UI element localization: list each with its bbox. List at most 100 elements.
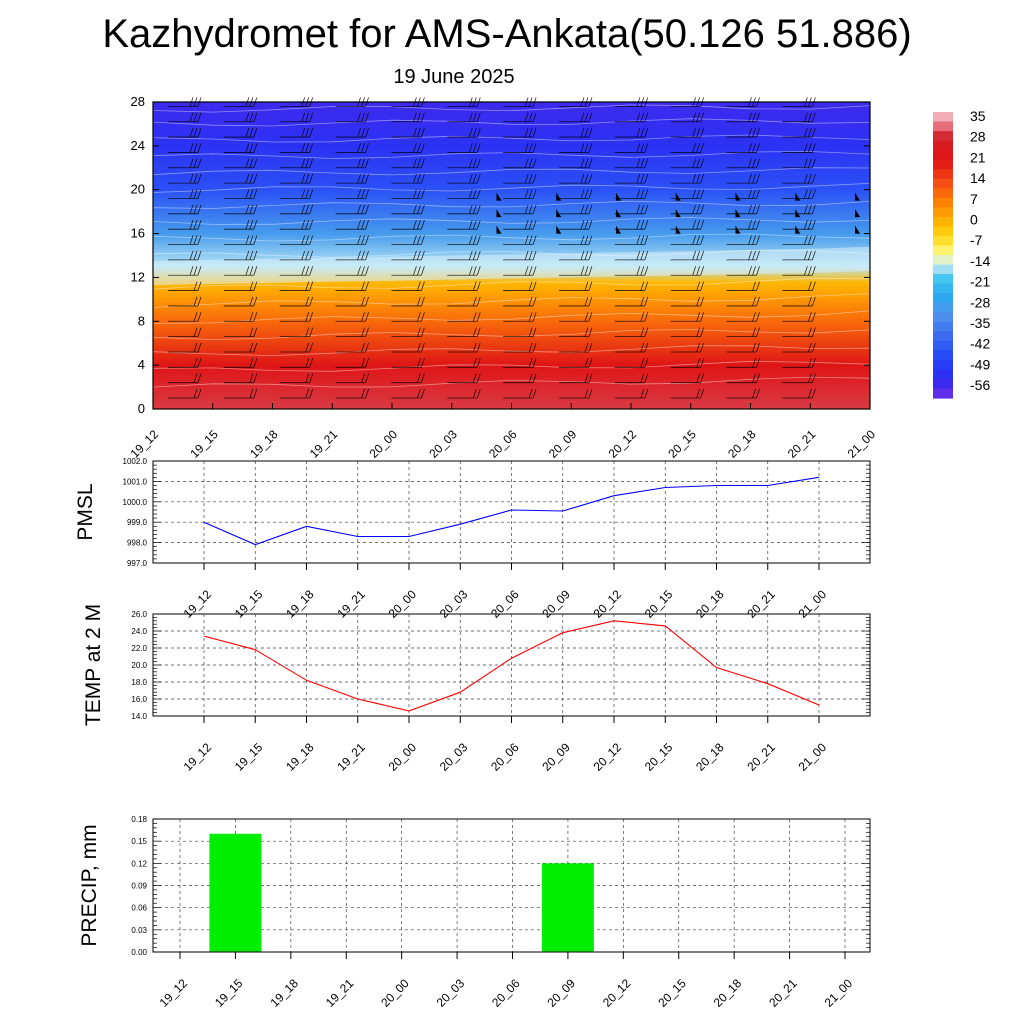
wind-barb-feather	[696, 281, 701, 291]
y-tick-label: 998.0	[127, 539, 148, 548]
wind-barb-feather	[365, 158, 369, 168]
isotherm-contour	[152, 200, 871, 209]
colorbar-swatch	[933, 369, 953, 380]
x-tick-label: 20_21	[766, 976, 800, 1010]
freezing-level-band	[153, 246, 870, 286]
wind-barb-feather	[476, 358, 481, 368]
wind-barb-feather	[421, 189, 425, 199]
wind-barb-feather	[588, 235, 593, 245]
x-tick-label: 20_03	[437, 587, 471, 621]
wind-barb-feather	[588, 388, 593, 399]
wind-barb-feather	[524, 189, 529, 199]
wind-barb-feather	[253, 127, 258, 138]
wind-barb-feather	[752, 189, 756, 199]
wind-barb-feather	[644, 220, 649, 230]
wind-barb-feather	[249, 220, 254, 230]
wind-barb-feather	[696, 174, 701, 184]
y-tick-label: 16	[131, 226, 145, 241]
isotherm-contour	[152, 217, 871, 225]
wind-barb-feather	[528, 235, 533, 245]
wind-barb-feather	[644, 143, 649, 153]
wind-barb-feather	[413, 250, 417, 261]
wind-barb-feather	[245, 127, 250, 138]
wind-barb-feather	[476, 250, 481, 261]
wind-barb-feather	[357, 235, 361, 245]
wind-barb-feather	[580, 143, 585, 153]
wind-barb-feather	[249, 158, 254, 168]
y-tick-label: 997.0	[127, 559, 148, 568]
wind-barb-feather	[748, 174, 752, 184]
wind-barb-feather	[309, 358, 314, 368]
wind-barb-feather	[532, 204, 537, 214]
wind-barb-feather	[584, 189, 589, 199]
wind-barb-feather	[193, 127, 198, 138]
wind-barb-feather	[472, 204, 477, 214]
x-tick-label: 20_03	[437, 740, 471, 774]
y-tick-label: 8	[138, 313, 145, 328]
wind-barb-feather	[640, 296, 645, 307]
wind-barb-feather	[811, 235, 816, 245]
wind-pennant	[855, 225, 860, 234]
x-tick-label: 20_06	[488, 740, 522, 774]
wind-pennant	[616, 225, 621, 234]
wind-barb-feather	[249, 204, 254, 214]
wind-barb-feather	[468, 220, 473, 230]
wind-barb-feather	[421, 296, 425, 307]
y-tick-label: 26.0	[131, 610, 147, 619]
wind-barb-feather	[253, 204, 258, 214]
wind-barb-feather	[803, 112, 808, 122]
wind-barb-feather	[528, 281, 533, 291]
wind-barb-feather	[528, 342, 533, 353]
wind-pennant	[735, 209, 741, 218]
wind-barb-feather	[305, 312, 310, 322]
wind-barb-feather	[197, 127, 202, 138]
wind-barb-feather	[700, 373, 705, 383]
y-tick-label: 0.15	[131, 837, 147, 846]
wind-barb-feather	[700, 250, 705, 261]
wind-barb-feather	[803, 174, 808, 184]
wind-barb-feather	[305, 127, 310, 138]
wind-barb-feather	[644, 373, 649, 383]
wind-barb-feather	[807, 266, 812, 276]
wind-pennant	[556, 225, 562, 234]
wind-barb-feather	[253, 158, 258, 168]
wind-barb-feather	[421, 143, 425, 153]
isotherm-contour	[152, 360, 871, 372]
wind-barb-feather	[584, 281, 589, 291]
x-tick-label: 19_21	[307, 427, 341, 461]
wind-barb-feather	[803, 220, 808, 230]
wind-barb-feather	[524, 158, 529, 168]
wind-barb-feather	[528, 143, 533, 153]
wind-barb-feather	[700, 127, 705, 138]
wind-barb-feather	[532, 358, 537, 368]
wind-barb-feather	[756, 204, 760, 214]
wind-barb-feather	[193, 204, 198, 214]
wind-barb-feather	[584, 204, 589, 214]
isotherm-contour	[152, 104, 871, 113]
wind-barb-feather	[361, 112, 365, 122]
wind-barb-feather	[253, 342, 258, 353]
x-tick-label: 20_12	[606, 427, 640, 461]
wind-barb-feather	[696, 235, 701, 245]
wind-barb-feather	[417, 296, 421, 307]
wind-barb-feather	[253, 112, 258, 122]
wind-barb-feather	[301, 220, 306, 230]
wind-barb-feather	[756, 296, 760, 307]
wind-barb-feather	[752, 158, 756, 168]
wind-pennant	[735, 192, 741, 201]
wind-barb-feather	[197, 296, 202, 307]
wind-barb-feather	[811, 250, 816, 261]
wind-barb-feather	[365, 235, 369, 245]
wind-barb-feather	[421, 342, 425, 353]
wind-barb-feather	[752, 296, 756, 307]
x-tick-label: 20_06	[489, 976, 523, 1010]
wind-barb-feather	[803, 127, 808, 138]
wind-barb-feather	[588, 220, 593, 230]
wind-barb-feather	[472, 174, 477, 184]
wind-barb-feather	[752, 373, 756, 383]
wind-barb-feather	[692, 220, 697, 230]
wind-barb-feather	[417, 143, 421, 153]
wind-barb-feather	[811, 127, 816, 138]
wind-barb-feather	[357, 158, 361, 168]
wind-barb-feather	[528, 189, 533, 199]
